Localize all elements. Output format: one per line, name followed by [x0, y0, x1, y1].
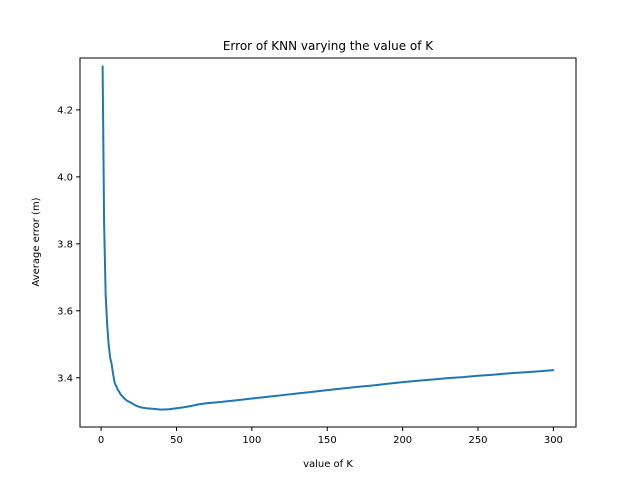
- x-axis-ticks: 0 50 100 150 200 250 300: [98, 427, 563, 446]
- x-tick-label: 50: [170, 435, 183, 446]
- y-tick-label: 3.6: [57, 306, 73, 317]
- x-tick-label: 0: [98, 435, 104, 446]
- x-axis-label: value of K: [303, 459, 353, 470]
- plot-frame: [79, 57, 577, 428]
- y-axis-label: Average error (m): [31, 197, 42, 286]
- x-tick-label: 200: [393, 435, 412, 446]
- y-tick-label: 4.2: [57, 105, 73, 116]
- plot-area: [101, 65, 555, 411]
- y-tick-label: 4.0: [57, 172, 73, 183]
- y-tick-label: 3.4: [57, 373, 73, 384]
- y-tick-label: 3.8: [57, 239, 73, 250]
- series-line-0: [101, 65, 555, 411]
- x-tick-label: 100: [242, 435, 261, 446]
- x-tick-label: 300: [544, 435, 563, 446]
- y-axis-ticks: 3.4 3.6 3.8 4.0 4.2: [57, 105, 80, 384]
- x-tick-label: 250: [468, 435, 487, 446]
- x-tick-label: 150: [318, 435, 337, 446]
- chart-title: Error of KNN varying the value of K: [223, 39, 434, 53]
